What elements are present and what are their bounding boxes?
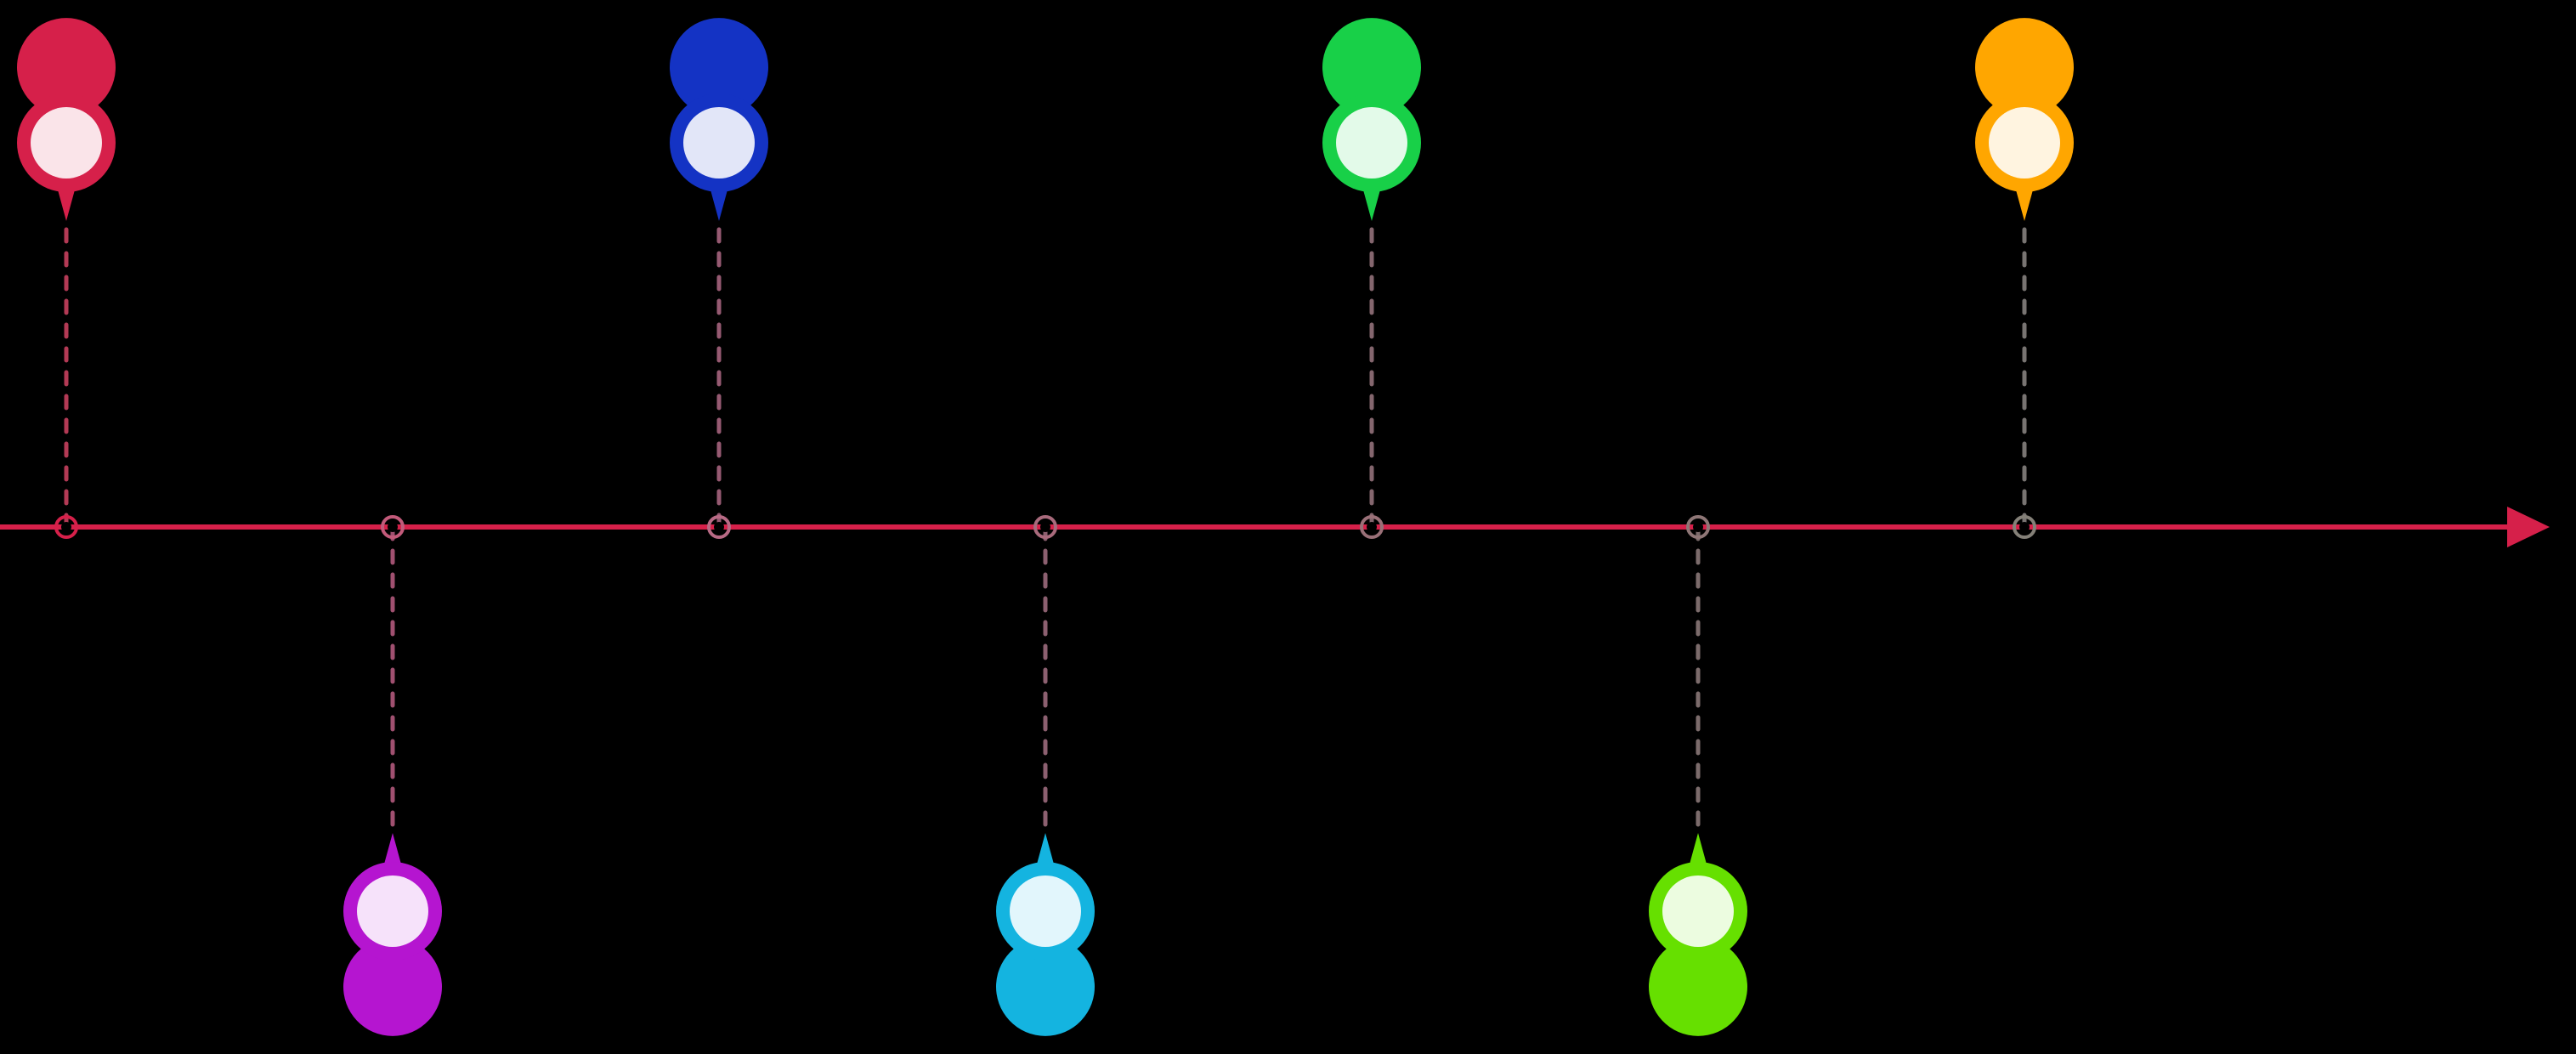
- pin-inner: [1662, 876, 1734, 947]
- pin-inner: [31, 107, 102, 178]
- timeline-tick-dot: [61, 522, 71, 532]
- pin-inner: [357, 876, 428, 947]
- timeline-tick-dot: [388, 522, 398, 532]
- pin-inner: [1336, 107, 1407, 178]
- timeline-tick-dot: [1040, 522, 1050, 532]
- timeline-diagram: [0, 0, 2576, 1054]
- timeline-tick-dot: [714, 522, 724, 532]
- timeline-tick-dot: [1693, 522, 1703, 532]
- pin-inner: [1989, 107, 2060, 178]
- pin-inner: [1010, 876, 1081, 947]
- timeline-tick-dot: [1367, 522, 1377, 532]
- timeline-tick-dot: [2019, 522, 2030, 532]
- pin-inner: [683, 107, 755, 178]
